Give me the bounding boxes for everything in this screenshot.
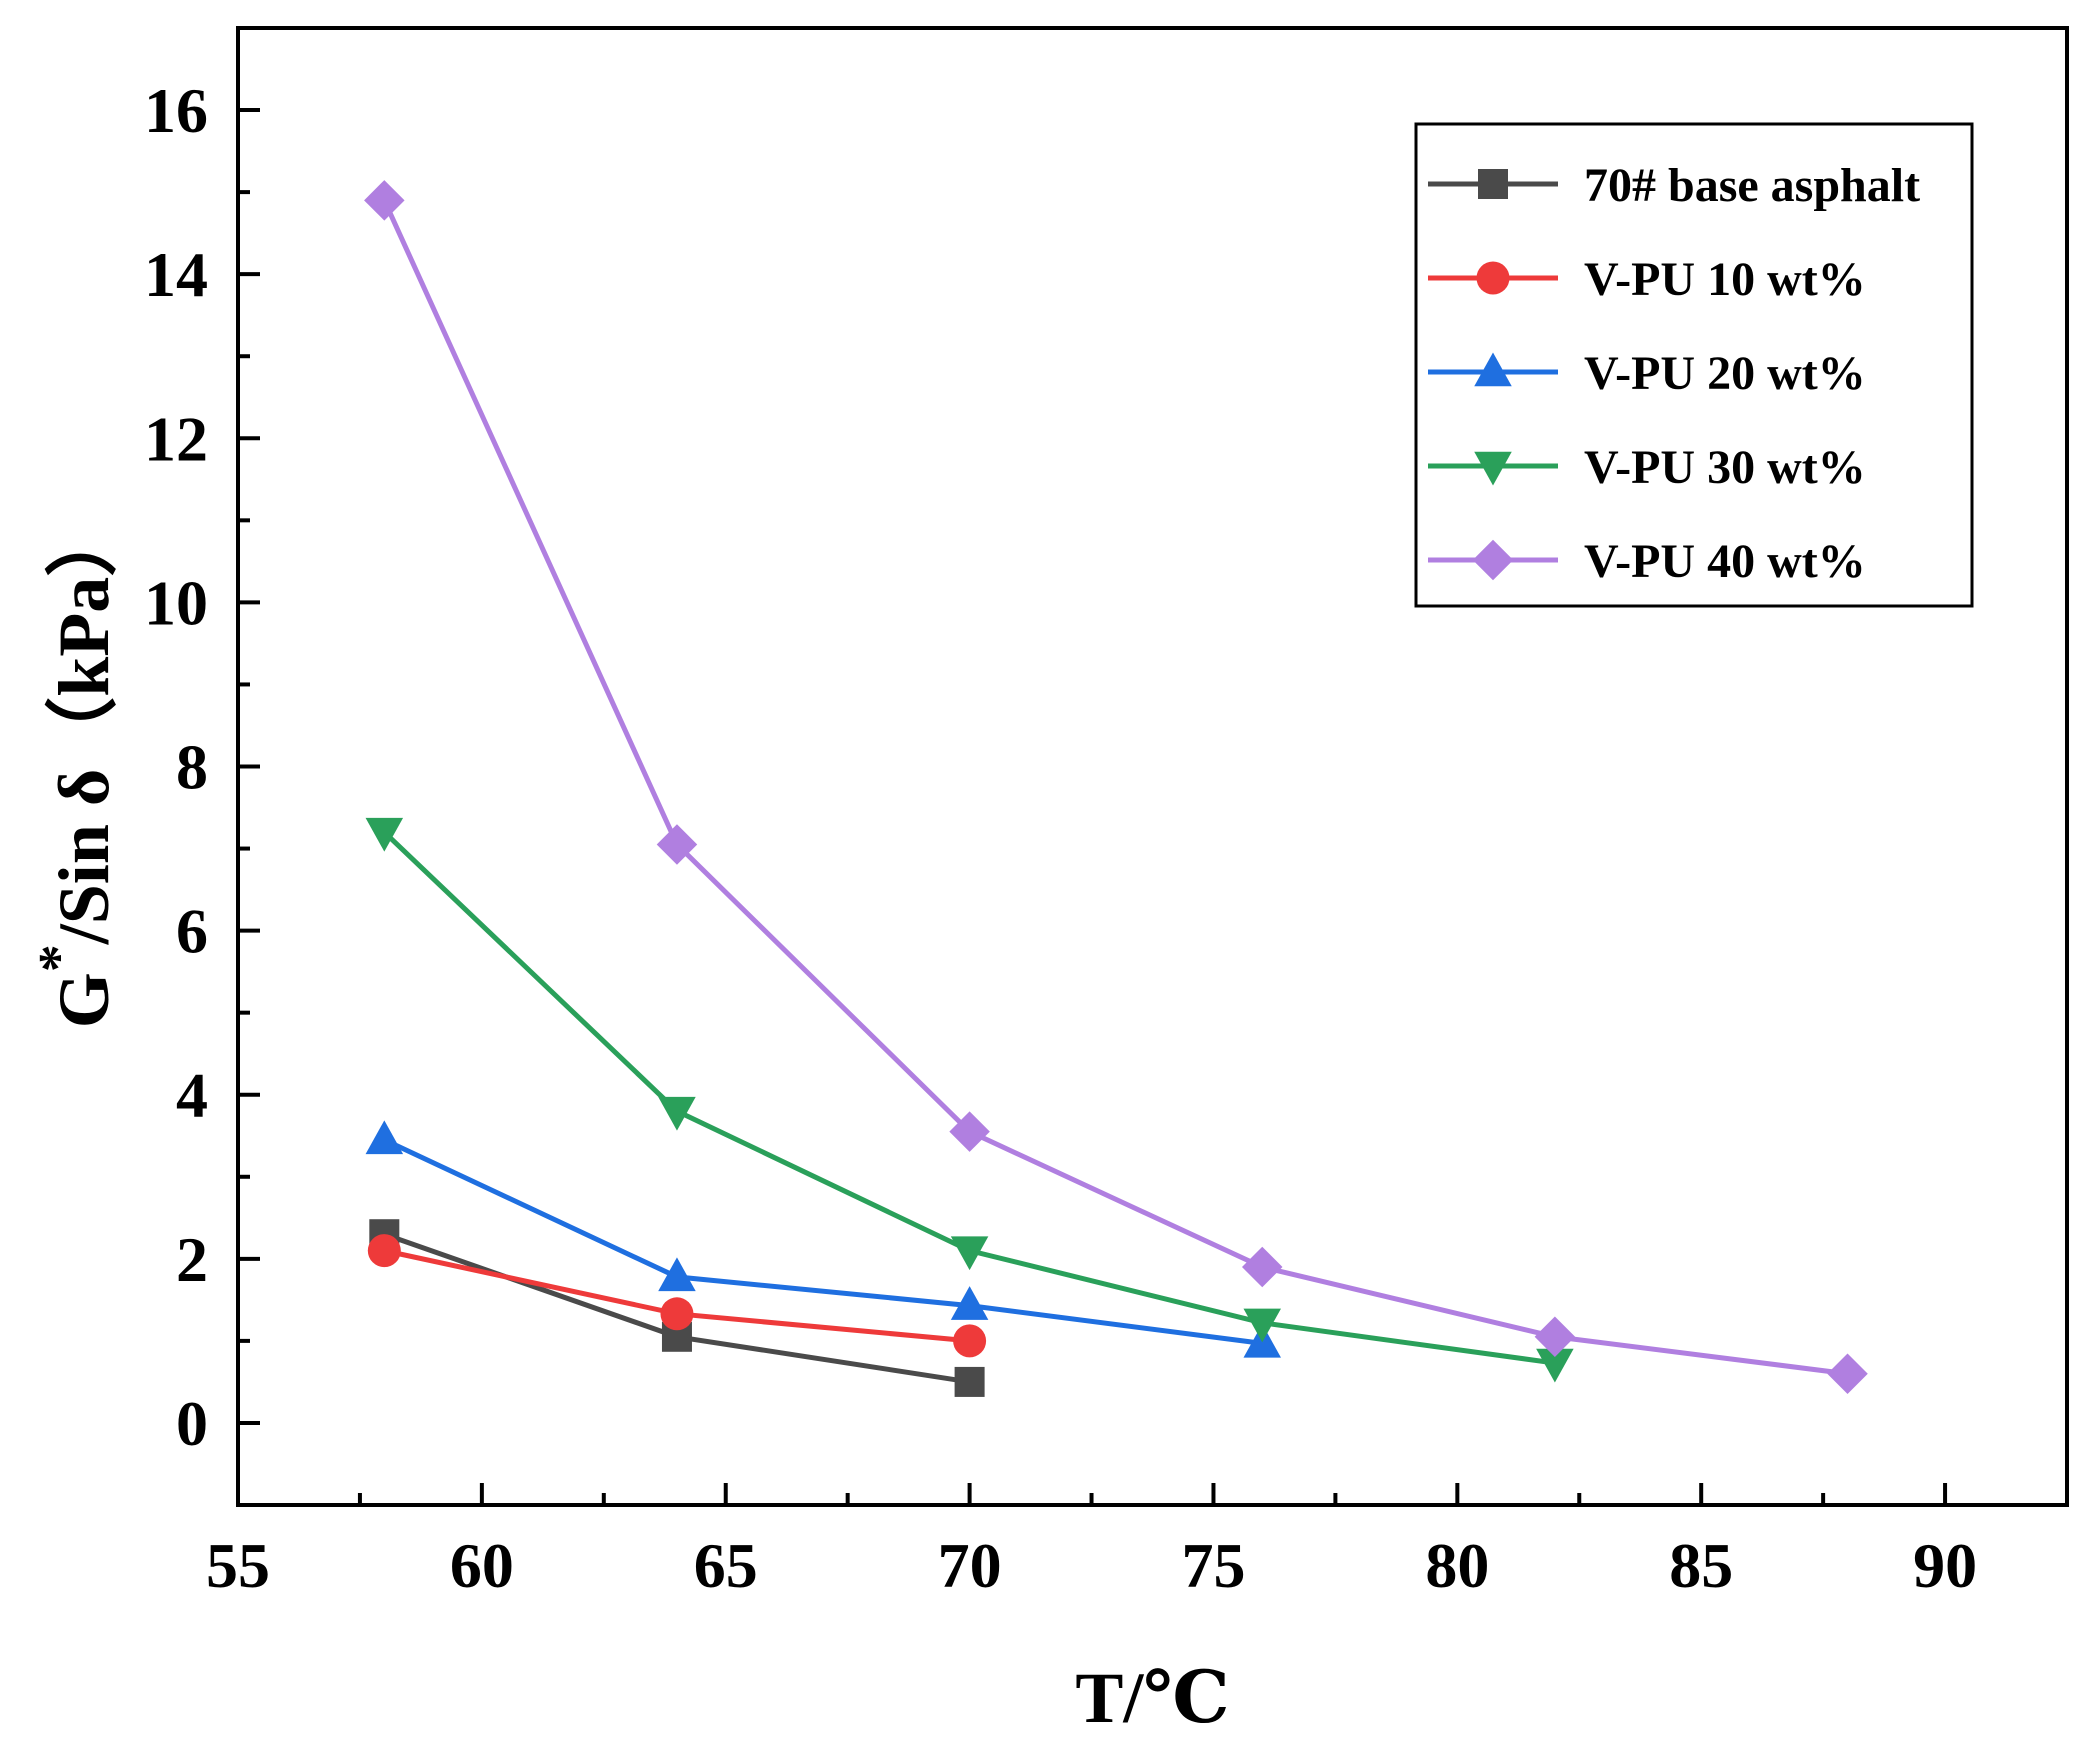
- y-tick-label: 16: [144, 75, 208, 146]
- legend-box: [1414, 122, 1974, 608]
- x-tick-label: 75: [1181, 1530, 1245, 1601]
- x-tick-label: 90: [1913, 1530, 1977, 1601]
- legend-marker: [1476, 261, 1510, 295]
- legend-marker: [1478, 169, 1508, 199]
- legend-marker: [1474, 451, 1512, 486]
- data-point: [367, 1234, 401, 1268]
- series-line: [382, 199, 1848, 1377]
- x-tick-label: 85: [1669, 1530, 1733, 1601]
- data-point: [1827, 1353, 1868, 1394]
- data-point: [950, 1236, 989, 1271]
- y-axis-title: G*/Sin δ（kPa）: [28, 505, 124, 1029]
- data-point: [656, 824, 698, 865]
- legend-entry: V-PU 30 wt%: [1428, 441, 1866, 494]
- series-line: [382, 830, 1556, 1366]
- data-point: [658, 1096, 696, 1131]
- y-axis-title-rest: /Sin δ（kPa）: [44, 505, 124, 946]
- legend-entry: 70# base asphalt: [1428, 159, 1920, 212]
- legend-label: V-PU 10 wt%: [1584, 253, 1866, 306]
- data-point: [953, 1324, 987, 1358]
- legend-entry: V-PU 10 wt%: [1428, 253, 1866, 306]
- x-tick-label: 60: [450, 1530, 514, 1601]
- data-point: [954, 1366, 985, 1397]
- y-tick-label: 12: [144, 403, 208, 474]
- legend-marker: [1474, 352, 1512, 387]
- y-tick-label: 10: [144, 567, 208, 638]
- y-axis-title-main: G: [44, 972, 124, 1028]
- data-point: [1243, 1308, 1281, 1343]
- data-point: [365, 1120, 404, 1155]
- axes-layer: 55 60 65 70 75 80 85 90 0 2 4 6 8 10 12 14 16: [144, 26, 2069, 1601]
- legend: 70# base asphalt V-PU 10 wt% V-PU 20 wt% V-…: [1414, 122, 1974, 608]
- series-layer: [364, 180, 1868, 1397]
- y-tick-label: 6: [176, 896, 208, 967]
- data-point: [1241, 1246, 1283, 1288]
- data-point: [1536, 1348, 1574, 1383]
- series-line: [383, 1137, 1263, 1346]
- y-tick-label: 0: [176, 1388, 208, 1459]
- data-point: [658, 1257, 696, 1292]
- series-4: [364, 180, 1868, 1394]
- y-tick-label: 2: [176, 1224, 208, 1295]
- y-axis-title-sup: *: [28, 944, 90, 972]
- y-tick-label: 8: [176, 732, 208, 803]
- series-3: [365, 817, 1574, 1383]
- x-axis-title: T/℃: [1075, 1658, 1229, 1738]
- series-2: [365, 1120, 1281, 1358]
- legend-label: V-PU 40 wt%: [1584, 535, 1866, 588]
- legend-entry: V-PU 20 wt%: [1428, 347, 1866, 400]
- data-point: [1534, 1316, 1576, 1358]
- series-1: [367, 1234, 987, 1358]
- legend-label: 70# base asphalt: [1584, 159, 1920, 212]
- data-point: [950, 1286, 989, 1320]
- y-tick-label: 4: [176, 1060, 208, 1131]
- y-tick-label: 14: [144, 239, 208, 310]
- x-tick-label: 70: [938, 1530, 1002, 1601]
- x-tick-label: 55: [206, 1530, 270, 1601]
- data-point: [364, 180, 405, 221]
- data-point: [660, 1297, 694, 1331]
- x-tick-label: 65: [694, 1530, 758, 1601]
- legend-entry: V-PU 40 wt%: [1428, 535, 1866, 588]
- legend-marker: [1472, 539, 1514, 581]
- legend-label: V-PU 20 wt%: [1584, 347, 1866, 400]
- x-tick-label: 80: [1425, 1530, 1489, 1601]
- data-point: [949, 1111, 990, 1152]
- legend-label: V-PU 30 wt%: [1584, 441, 1866, 494]
- data-point: [365, 817, 404, 852]
